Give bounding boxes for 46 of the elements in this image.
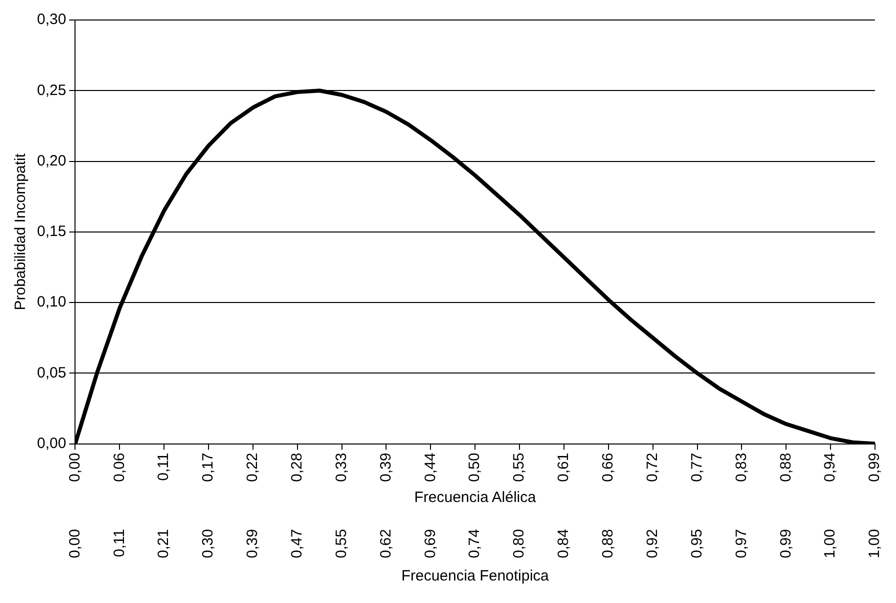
text: 0,30 xyxy=(200,529,217,558)
text: 0,95 xyxy=(688,529,706,558)
x-tick-label: 0,55 xyxy=(510,452,528,482)
text: 0,55 xyxy=(332,529,350,558)
text: 0,80 xyxy=(510,529,528,558)
y-tick-label: 0,05 xyxy=(36,364,66,382)
y-tick-label: 0,00 xyxy=(36,434,66,452)
x-tick-label: 0,17 xyxy=(200,452,217,482)
text: 0,47 xyxy=(288,529,306,558)
y-axis-title: Probabilidad Incompatit xyxy=(12,152,30,310)
y-tick-label: 0,10 xyxy=(36,294,66,311)
x-axis-title: Frecuencia Alélica xyxy=(414,489,537,506)
y-tick-label: 0,30 xyxy=(36,11,66,28)
x-tick-label: 0,33 xyxy=(332,452,350,482)
text: 1,00 xyxy=(822,529,839,558)
x-tick-label: 0,77 xyxy=(688,452,706,482)
x-tick-label: 0,22 xyxy=(244,452,262,482)
text: 0,62 xyxy=(377,529,394,558)
x-tick-label: 0,72 xyxy=(644,452,661,482)
x-tick-label: 0,88 xyxy=(777,452,794,482)
text: 0,92 xyxy=(644,529,661,558)
text: 0,97 xyxy=(732,529,750,558)
x-tick-label: 0,44 xyxy=(422,452,439,482)
text: 0,88 xyxy=(600,529,617,558)
x-tick-label: 0,83 xyxy=(732,452,750,482)
x-tick-label: 0,06 xyxy=(110,452,128,482)
text: 0,39 xyxy=(244,529,262,558)
x-tick-label: 0,28 xyxy=(288,452,306,482)
x-tick-label: 0,39 xyxy=(377,452,394,482)
y-tick-label: 0,25 xyxy=(36,82,66,99)
x-tick-label: 0,66 xyxy=(600,452,617,482)
x-tick-label: 0,11 xyxy=(155,452,172,481)
y-tick-label: 0,15 xyxy=(36,223,66,240)
x-tick-label: 0,50 xyxy=(466,452,484,482)
text: 0,21 xyxy=(155,529,172,558)
x-tick-label: 0,94 xyxy=(822,452,839,482)
text: 0,69 xyxy=(422,529,439,558)
text: Frecuencia Fenotipica xyxy=(401,568,550,585)
text: 0,99 xyxy=(777,529,794,558)
text: 0,84 xyxy=(555,529,572,558)
x-tick-label: 0,99 xyxy=(866,452,884,482)
text: 1,00 xyxy=(866,529,884,558)
text: 0,74 xyxy=(466,529,484,558)
y-tick-label: 0,20 xyxy=(36,152,66,170)
text: 0,11 xyxy=(110,529,128,558)
x-tick-label: 0,61 xyxy=(555,452,572,482)
